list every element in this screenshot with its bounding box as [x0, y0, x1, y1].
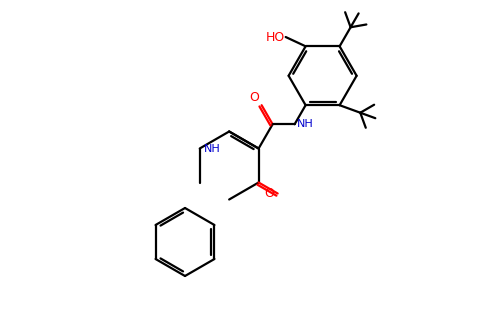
- Text: HO: HO: [266, 30, 284, 43]
- Text: O: O: [250, 91, 260, 104]
- Text: NH: NH: [204, 144, 220, 153]
- Text: O: O: [264, 187, 274, 200]
- Text: NH: NH: [296, 119, 314, 129]
